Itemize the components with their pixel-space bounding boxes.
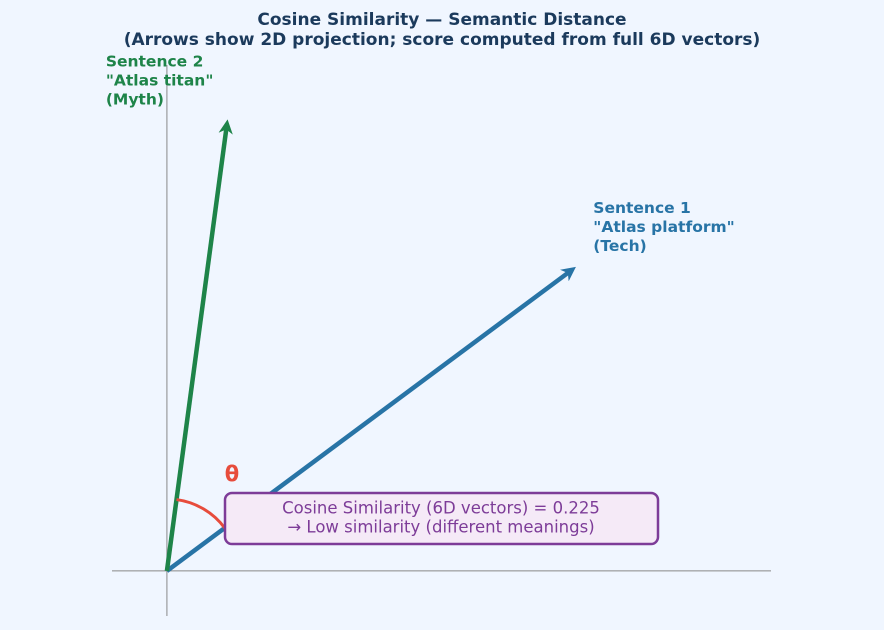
vector-label: "Atlas platform" — [593, 218, 734, 236]
annotation-box — [223, 491, 660, 546]
vector-arrow — [164, 119, 233, 572]
annotation-text: Cosine Similarity (6D vectors) = 0.225 — [282, 499, 600, 518]
vector-label: Sentence 2 — [106, 53, 204, 71]
chart-title: Cosine Similarity — Semantic Distance — [257, 10, 626, 30]
vector-label: (Myth) — [106, 91, 164, 109]
angle-arc — [176, 498, 226, 529]
chart-subtitle: (Arrows show 2D projection; score comput… — [124, 30, 761, 50]
annotation-text: → Low similarity (different meanings) — [287, 518, 594, 537]
vector-label: "Atlas titan" — [106, 72, 214, 90]
vector-label: Sentence 1 — [593, 199, 691, 217]
vector-label: (Tech) — [593, 237, 646, 255]
angle-label: θ — [225, 462, 239, 486]
